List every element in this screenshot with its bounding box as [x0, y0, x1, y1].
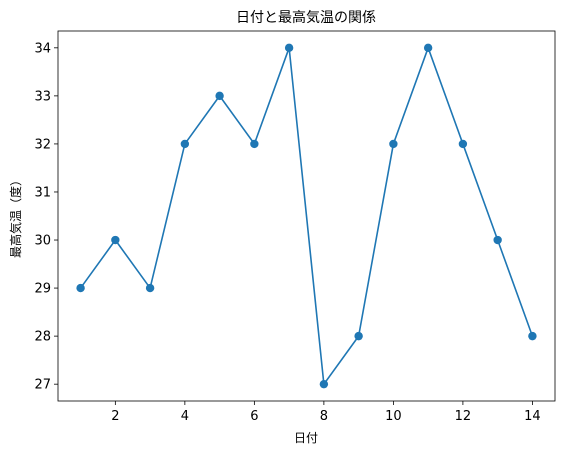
data-point [528, 331, 537, 341]
data-point [423, 43, 433, 53]
data-point [354, 331, 363, 341]
x-axis-label: 日付 [294, 431, 318, 445]
y-tick-label: 32 [34, 137, 51, 152]
data-point [145, 283, 155, 293]
y-tick-label: 29 [34, 282, 51, 297]
x-tick-label: 12 [455, 409, 472, 424]
chart-title: 日付と最高気温の関係 [236, 9, 376, 26]
data-point [493, 235, 502, 245]
y-tick-label: 30 [34, 234, 51, 249]
data-point [319, 379, 329, 389]
y-tick-label: 33 [34, 89, 51, 104]
y-tick-label: 27 [34, 378, 51, 393]
data-point [458, 139, 468, 149]
x-tick-label: 6 [250, 409, 258, 424]
plot-frame [57, 30, 556, 402]
data-point [250, 139, 259, 149]
data-point [284, 43, 294, 53]
data-point [76, 283, 85, 293]
data-point [215, 91, 224, 101]
x-tick-label: 8 [320, 409, 328, 424]
y-tick-label: 31 [34, 185, 51, 200]
y-axis-label: 最高気温（度） [8, 174, 23, 258]
data-point [389, 139, 398, 149]
data-point [111, 235, 120, 245]
x-tick-label: 4 [181, 409, 189, 424]
x-tick-label: 14 [524, 409, 541, 424]
series-line [79, 47, 534, 385]
data-point [180, 139, 190, 149]
x-tick-label: 10 [385, 409, 402, 424]
y-tick-label: 34 [34, 41, 51, 56]
x-tick-label: 2 [111, 409, 119, 424]
y-tick-label: 28 [34, 330, 51, 345]
